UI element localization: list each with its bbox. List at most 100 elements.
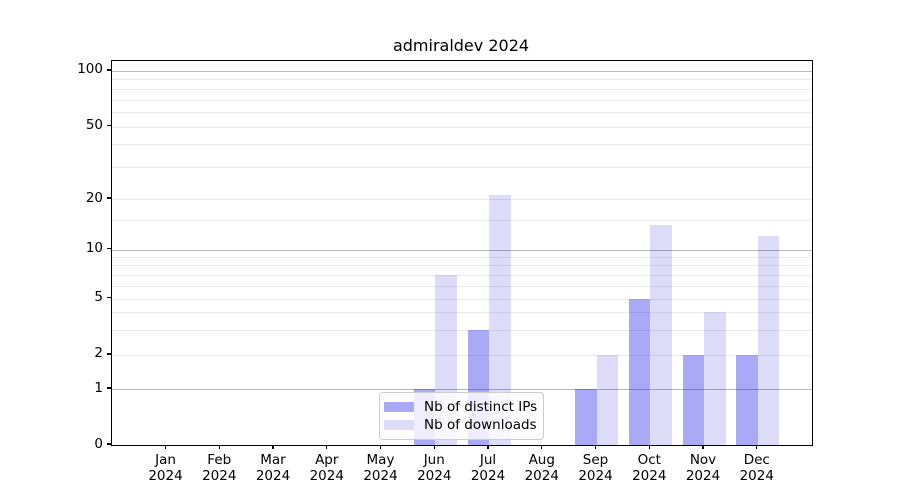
x-tick-year: 2024 [685,467,721,484]
x-tick-mark-mar [272,445,274,450]
legend-row-distinct-ips: Nb of distinct IPs [384,398,538,416]
x-tick-label-dec: Dec 2024 [725,452,789,484]
x-tick-mark-sep [594,445,597,450]
gridline-minor-70 [112,99,812,101]
chart-title: admiraldev 2024 [392,36,530,55]
gridline-minor-80 [112,88,812,90]
x-tick-mark-apr [326,445,328,450]
x-tick-year: 2024 [309,467,344,484]
gridline-minor-30 [112,166,812,168]
x-tick-mark-oct [648,445,650,450]
y-tick-label-0: 0 [94,435,103,452]
x-tick-year: 2024 [255,467,291,484]
bar-nov-downloads [704,312,726,445]
gridline-major-100 [112,70,812,72]
gridline-major-1 [112,389,812,390]
x-tick-month: Nov [689,452,717,468]
gridline-minor-40 [112,144,812,146]
bar-nov-distinct-ips [682,355,704,445]
gridline-minor-3 [112,329,812,331]
x-tick-month: Oct [637,452,661,468]
y-tick-label-20: 20 [85,189,103,206]
x-tick-label-nov: Nov 2024 [671,452,735,484]
legend-swatch-distinct-ips [384,402,414,412]
x-tick-year: 2024 [739,467,774,484]
y-tick-mark-0 [107,443,111,445]
bar-dec-downloads [757,236,780,445]
gridline-minor-8 [112,265,812,267]
bar-jul-downloads [489,195,511,445]
bar-sep-downloads [596,355,618,445]
gridline-minor-6 [112,285,812,287]
x-tick-label-apr: Apr 2024 [295,452,359,484]
x-tick-year: 2024 [632,467,667,484]
bar-sep-distinct-ips [575,389,597,445]
x-tick-mark-nov [702,445,704,450]
x-tick-label-jun: Jun 2024 [402,452,466,484]
legend-label-downloads: Nb of downloads [424,417,537,433]
x-tick-month: Feb [207,452,232,468]
x-tick-label-mar: Mar 2024 [241,452,305,484]
x-tick-label-jul: Jul 2024 [456,452,520,484]
x-tick-month: Aug [528,452,555,468]
y-tick-label-50: 50 [85,117,103,133]
x-tick-month: Sep [582,452,609,468]
y-tick-mark-10 [107,247,111,250]
x-tick-month: Dec [743,452,770,468]
x-tick-mark-jun [433,445,435,450]
x-tick-mark-jul [487,445,489,450]
x-tick-label-may: May 2024 [349,452,413,484]
x-tick-mark-dec [756,445,758,450]
legend-label-distinct-ips: Nb of distinct IPs [424,399,538,415]
x-tick-month: Jul [479,452,497,468]
x-tick-year: 2024 [202,467,237,484]
gridline-minor-60 [112,111,812,113]
x-tick-year: 2024 [148,467,183,484]
legend: Nb of distinct IPs Nb of downloads [379,392,544,440]
y-tick-mark-1 [107,387,111,389]
x-tick-label-oct: Oct 2024 [617,452,681,484]
x-tick-year: 2024 [470,467,506,484]
x-tick-month: Jun [423,452,445,468]
x-tick-mark-jan [164,445,167,450]
bar-oct-distinct-ips [628,298,651,445]
gridline-minor-15 [112,219,812,221]
x-tick-year: 2024 [524,467,559,484]
x-tick-label-feb: Feb 2024 [187,452,251,484]
gridline-minor-90 [112,79,812,81]
x-tick-year: 2024 [363,467,398,484]
gridline-minor-7 [112,274,812,276]
y-tick-mark-100 [107,69,111,71]
x-tick-month: May [366,452,395,468]
x-tick-month: Jan [155,452,176,468]
x-tick-label-sep: Sep 2024 [564,452,628,484]
y-tick-mark-50 [107,124,111,127]
gridline-minor-2 [112,354,812,356]
gridline-major-10 [112,249,812,251]
y-tick-mark-2 [107,353,111,355]
gridline-minor-50 [112,126,812,128]
bar-dec-distinct-ips [736,355,758,445]
legend-row-downloads: Nb of downloads [384,416,537,434]
x-tick-label-aug: Aug 2024 [510,452,574,484]
y-tick-label-1: 1 [94,379,103,396]
y-tick-mark-5 [107,296,111,299]
x-tick-month: Apr [315,452,339,468]
bar-oct-downloads [650,225,672,445]
x-tick-year: 2024 [578,467,613,484]
y-tick-label-2: 2 [94,345,103,362]
gridline-minor-20 [112,199,812,200]
x-tick-mark-aug [541,445,543,450]
x-tick-month: Mar [260,452,286,468]
y-tick-label-5: 5 [94,289,103,305]
gridline-minor-9 [112,256,812,258]
gridline-minor-4 [112,312,812,314]
y-tick-mark-20 [107,197,111,199]
plot-area: Nb of distinct IPs Nb of downloads [111,60,813,446]
x-tick-mark-may [379,445,382,450]
x-tick-year: 2024 [417,467,452,484]
x-tick-mark-feb [218,445,220,450]
y-tick-label-10: 10 [85,240,103,256]
y-tick-label-100: 100 [77,61,103,78]
